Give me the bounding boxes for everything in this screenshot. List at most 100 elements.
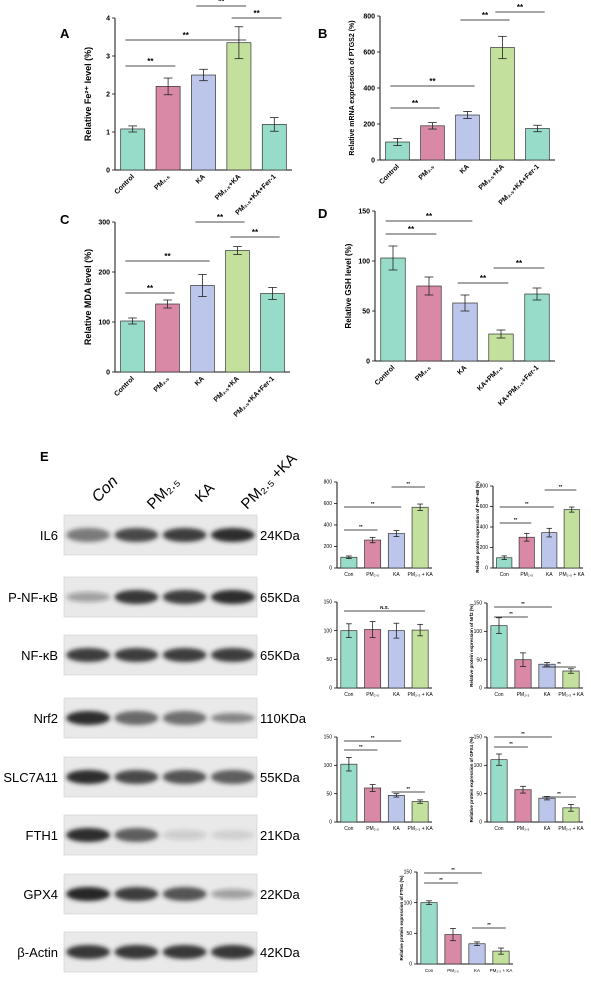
band: [162, 711, 207, 725]
y-tick-label: 0: [479, 686, 482, 692]
band: [66, 770, 111, 784]
y-tick-label: 100: [98, 319, 110, 326]
y-axis-label: Relative MDA level (%): [83, 249, 93, 345]
y-tick-label: 100: [474, 763, 483, 769]
panel-letter-e: E: [40, 449, 49, 464]
y-tick-label: 100: [474, 629, 483, 635]
protein-label: Nrf2: [33, 711, 58, 726]
band: [66, 528, 111, 542]
bar-chart-e7: 0 50 100 150 Con PM₂.₅ KA PM₂.₅ + KA ** ** ** Relat…: [399, 867, 513, 973]
band: [114, 945, 159, 959]
significance-label: **: [217, 213, 224, 222]
bar-3: [468, 943, 486, 965]
category-label: KA: [544, 826, 551, 832]
band: [210, 648, 255, 662]
kda-label: 42KDa: [260, 945, 301, 960]
category-label: Control: [378, 163, 401, 186]
bar-chart-e6: 0 50 100 150 Con PM₂.₅ KA PM₂.₅ + KA ** ** ** Relat…: [469, 731, 584, 832]
category-label: PM₂.₅: [366, 572, 379, 578]
significance-label: **: [509, 611, 513, 616]
category-label: PM₂.₅: [366, 826, 379, 832]
category-label: PM₂.₅ + KA: [408, 826, 434, 832]
bar-4: [225, 250, 250, 373]
significance-label: **: [147, 57, 154, 66]
bar-1: [490, 759, 508, 823]
category-label: KA: [544, 692, 551, 698]
band: [162, 590, 207, 604]
y-tick-label: 200: [324, 544, 333, 550]
y-axis-label: Relative protein expression of GPX4 (%): [469, 736, 474, 822]
blot-row: Nrf2 110KDa: [33, 697, 307, 739]
y-tick-label: 0: [479, 820, 482, 826]
bar-1: [340, 763, 358, 823]
category-label: Con: [344, 572, 353, 578]
bar-2: [514, 789, 532, 823]
y-tick-label: 50: [406, 931, 412, 937]
bar-3: [538, 797, 556, 823]
band: [66, 887, 111, 901]
significance-label: **: [559, 484, 563, 489]
bar-3: [387, 630, 405, 689]
bar-1: [420, 902, 438, 965]
protein-label: FTH1: [26, 828, 59, 843]
y-tick-label: 300: [98, 219, 110, 226]
y-tick-label: 50: [476, 791, 482, 797]
significance-label: **: [371, 735, 375, 740]
kda-label: 21KDa: [260, 828, 301, 843]
category-label: KA: [456, 364, 468, 376]
band: [114, 770, 159, 784]
bar-1: [120, 320, 145, 373]
band: [114, 711, 159, 725]
significance-label: N.S.: [380, 605, 389, 610]
panel-letter-d: D: [318, 206, 327, 221]
bar-4: [490, 47, 515, 161]
category-label: PM₂.₅: [520, 572, 533, 578]
lane-label: PM₂.₅ +KA: [238, 450, 301, 513]
category-label: PM₂.₅+KA: [213, 375, 241, 403]
category-label: PM₂.₅ + KA: [558, 826, 584, 832]
band: [210, 590, 255, 604]
category-label: PM₂.₅: [517, 692, 530, 698]
band: [66, 945, 111, 959]
significance-label: **: [408, 225, 415, 234]
bar-chart-e2: 0 200 400 600 800 Con PM₂.₅ KA PM₂.₅ + KA ** ** ** R…: [475, 481, 585, 578]
category-label: PM₂.₅: [366, 692, 379, 698]
significance-label: **: [359, 744, 363, 749]
y-tick-label: 800: [363, 13, 375, 20]
y-tick-label: 0: [106, 167, 110, 174]
significance-label: **: [359, 524, 363, 529]
bar-5: [261, 124, 287, 171]
y-tick-label: 0: [329, 686, 332, 692]
category-label: KA+PM₂.₅: [476, 364, 504, 392]
blot-row: IL6 24KDa: [40, 514, 301, 556]
y-tick-label: 100: [324, 763, 333, 769]
band: [66, 711, 111, 725]
bar-chart-e3: 0 50 100 150 Con PM₂.₅ KA PM₂.₅ + KA N.S.: [324, 600, 434, 698]
band: [210, 713, 255, 723]
blot-row: P-NF-κB 65KDa: [8, 576, 301, 618]
significance-label: **: [514, 517, 518, 522]
y-tick-label: 600: [363, 49, 375, 56]
band: [210, 889, 255, 899]
bar-3: [387, 795, 405, 823]
protein-label: P-NF-κB: [8, 590, 58, 605]
kda-label: 65KDa: [260, 648, 301, 663]
blot-row: β-Actin 42KDa: [17, 931, 301, 973]
band: [162, 528, 207, 542]
bar-4: [411, 629, 429, 689]
category-label: Control: [374, 364, 397, 387]
y-axis-label: Relative protein expression of P-NF-κB (…: [475, 481, 480, 573]
category-label: PM₂.₅: [418, 163, 436, 181]
protein-label: β-Actin: [17, 945, 58, 960]
category-label: PM₂.₅ + KA: [559, 572, 585, 578]
category-label: KA: [474, 968, 480, 973]
significance-label: **: [557, 661, 561, 666]
bar-5: [524, 293, 550, 362]
bar-5: [525, 128, 550, 161]
lane-label: KA: [192, 480, 218, 506]
bar-3: [455, 114, 480, 161]
